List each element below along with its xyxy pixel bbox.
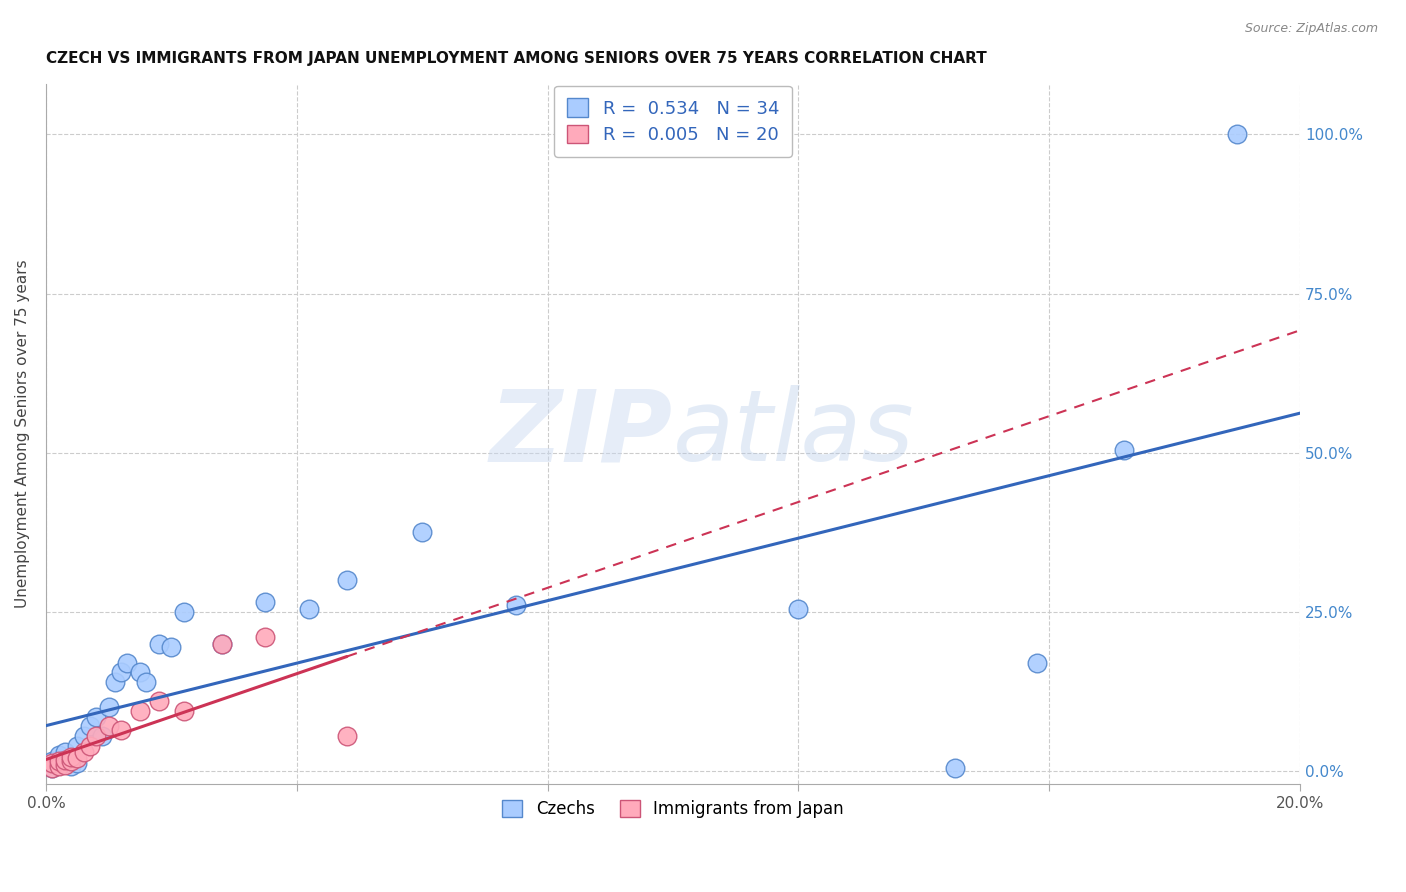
Point: [48, 755, 70, 769]
Point: [41, 755, 63, 769]
Point: [66, 739, 89, 753]
Text: CZECH VS IMMIGRANTS FROM JAPAN UNEMPLOYMENT AMONG SENIORS OVER 75 YEARS CORRELAT: CZECH VS IMMIGRANTS FROM JAPAN UNEMPLOYM…: [46, 51, 987, 66]
Point: [943, 761, 966, 775]
Point: [53, 755, 76, 769]
Point: [72, 729, 94, 743]
Point: [173, 605, 195, 619]
Point: [254, 595, 277, 609]
Point: [160, 640, 183, 654]
Text: Source: ZipAtlas.com: Source: ZipAtlas.com: [1244, 22, 1378, 36]
Point: [148, 637, 170, 651]
Point: [129, 665, 152, 680]
Point: [254, 630, 277, 644]
Point: [91, 729, 114, 743]
Point: [117, 656, 139, 670]
Point: [48, 748, 70, 763]
Point: [1025, 656, 1047, 670]
Point: [48, 757, 70, 772]
Point: [97, 719, 120, 733]
Point: [211, 637, 233, 651]
Text: atlas: atlas: [673, 385, 915, 482]
Point: [72, 745, 94, 759]
Point: [60, 750, 83, 764]
Point: [60, 755, 83, 769]
Point: [148, 694, 170, 708]
Y-axis label: Unemployment Among Seniors over 75 years: Unemployment Among Seniors over 75 years: [15, 260, 30, 608]
Point: [53, 757, 76, 772]
Point: [129, 704, 152, 718]
Point: [97, 700, 120, 714]
Point: [135, 674, 157, 689]
Point: [110, 723, 132, 737]
Point: [211, 637, 233, 651]
Point: [41, 761, 63, 775]
Point: [53, 745, 76, 759]
Point: [66, 751, 89, 765]
Point: [336, 729, 359, 743]
Point: [84, 729, 107, 743]
Point: [48, 759, 70, 773]
Point: [53, 753, 76, 767]
Point: [505, 599, 527, 613]
Point: [787, 601, 810, 615]
Point: [60, 759, 83, 773]
Legend: Czechs, Immigrants from Japan: Czechs, Immigrants from Japan: [496, 793, 851, 824]
Point: [298, 601, 321, 615]
Text: ZIP: ZIP: [491, 385, 673, 482]
Point: [41, 756, 63, 771]
Point: [79, 719, 101, 733]
Point: [84, 710, 107, 724]
Point: [104, 674, 127, 689]
Point: [336, 573, 359, 587]
Point: [411, 525, 433, 540]
Point: [110, 665, 132, 680]
Point: [66, 756, 89, 771]
Point: [1114, 442, 1136, 457]
Point: [41, 761, 63, 775]
Point: [1226, 128, 1249, 142]
Point: [60, 751, 83, 765]
Point: [79, 739, 101, 753]
Point: [173, 704, 195, 718]
